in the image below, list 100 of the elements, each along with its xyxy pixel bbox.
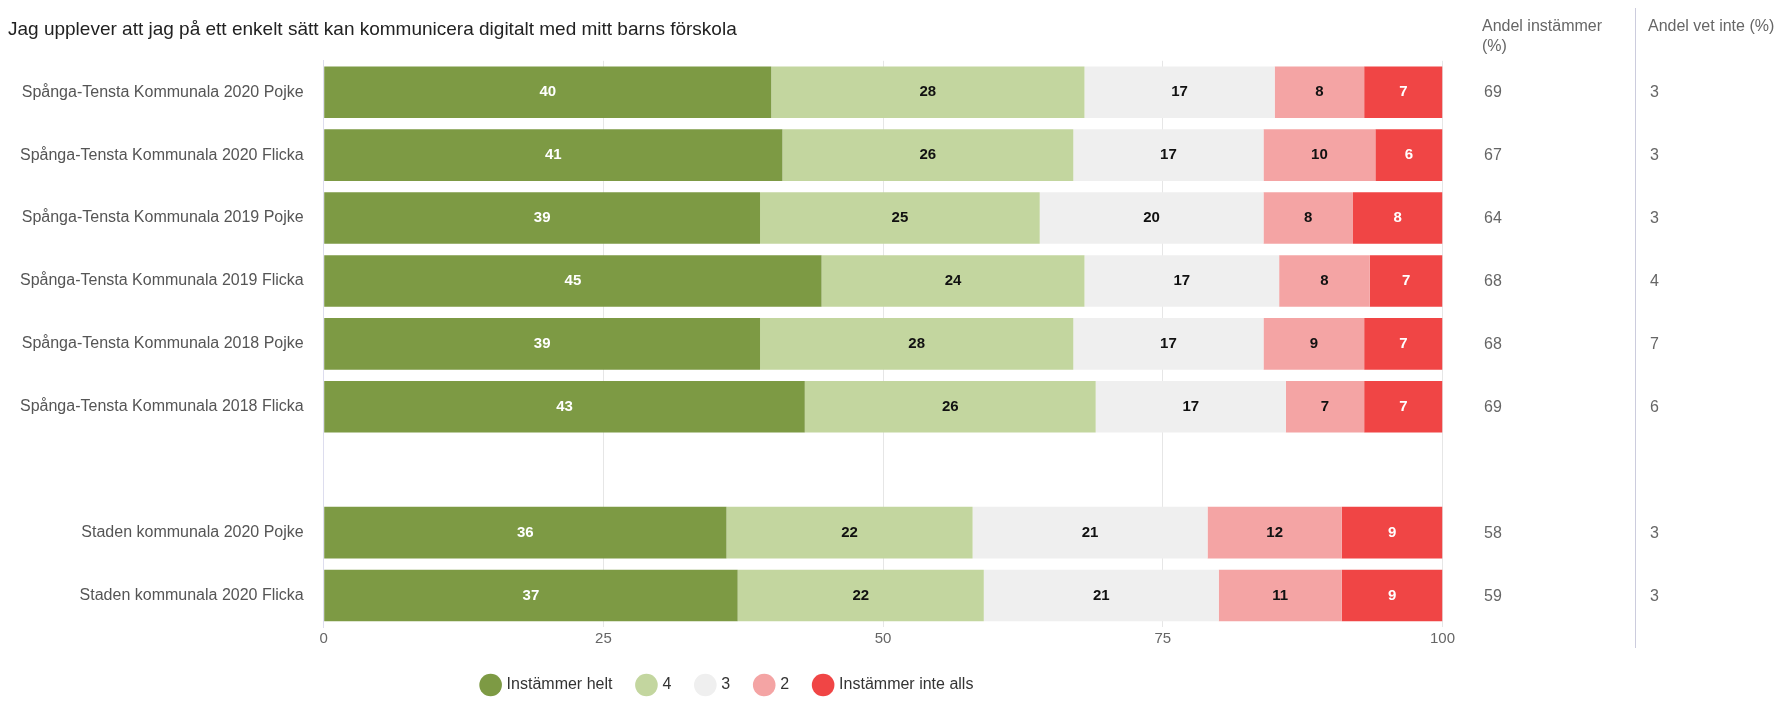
bar	[804, 381, 1096, 433]
data-label: 43	[556, 396, 573, 414]
data-label: 68	[1484, 271, 1502, 291]
data-label: 11	[1272, 585, 1289, 603]
data-label: 8	[1304, 208, 1313, 226]
bar	[324, 255, 822, 307]
data-label: 21	[1092, 585, 1110, 603]
data-label: 26	[919, 145, 937, 163]
x-tick-label: 25	[595, 629, 612, 647]
data-label: 20	[1143, 208, 1160, 226]
bar	[1218, 569, 1342, 622]
bar	[324, 569, 738, 622]
data-label: 3	[1650, 522, 1659, 543]
data-label: 28	[919, 82, 937, 100]
data-label: 8	[1320, 271, 1329, 289]
x-tick-label: 100	[1429, 629, 1455, 647]
text: Andel vet inte (%)	[1648, 16, 1776, 36]
bar	[760, 192, 1040, 244]
bar	[737, 569, 984, 622]
bar	[1285, 381, 1365, 433]
bar	[1364, 318, 1443, 370]
data-label: 36	[517, 522, 534, 540]
data-label: 17	[1160, 145, 1177, 163]
bar	[1341, 569, 1443, 622]
y-tick-label: Spånga-Tensta Kommunala 2019 Flicka	[20, 271, 304, 289]
legend-label: 2	[780, 675, 790, 693]
y-tick-label: Spånga-Tensta Kommunala 2019 Pojke	[21, 208, 304, 226]
bar	[1274, 66, 1365, 119]
data-label: 9	[1387, 585, 1397, 603]
data-label: 22	[841, 522, 858, 540]
x-tick-label: 50	[874, 629, 892, 647]
bar	[726, 506, 973, 559]
data-label: 58	[1484, 522, 1502, 543]
bar	[1263, 129, 1376, 181]
legend-label: Instämmer helt	[506, 675, 613, 693]
data-label: 7	[1399, 82, 1408, 100]
data-label: 4	[1650, 271, 1659, 291]
bar	[821, 255, 1085, 307]
data-label: 10	[1311, 145, 1328, 163]
bar	[1369, 255, 1443, 307]
bar	[760, 318, 1074, 370]
bar	[1364, 381, 1443, 433]
data-label: 6	[1404, 145, 1414, 163]
y-tick-label: Spånga-Tensta Kommunala 2018 Flicka	[20, 397, 304, 415]
data-label: 9	[1309, 334, 1318, 352]
data-label: 9	[1387, 522, 1397, 540]
y-tick-label: Spånga-Tensta Kommunala 2020 Pojke	[21, 82, 304, 100]
data-label: 3	[1650, 145, 1659, 166]
legend-label: Instämmer inte alls	[839, 675, 974, 693]
bar	[1207, 506, 1342, 559]
data-label: 17	[1171, 82, 1188, 100]
data-label: 17	[1173, 271, 1191, 289]
legend-label: 3	[721, 675, 731, 693]
data-label: 7	[1320, 396, 1330, 414]
data-label: 59	[1484, 585, 1502, 606]
bar	[1352, 192, 1443, 244]
data-label: 67	[1484, 145, 1502, 166]
x-tick-label: 0	[319, 629, 328, 647]
data-label: 39	[533, 334, 551, 352]
bar	[1364, 66, 1443, 119]
bar	[1375, 129, 1443, 181]
bar	[782, 129, 1074, 181]
bar	[324, 129, 783, 181]
bar	[1263, 318, 1365, 370]
y-tick-label: Spånga-Tensta Kommunala 2018 Pojke	[21, 334, 304, 352]
y-tick-label: Staden kommunala 2020 Flicka	[79, 585, 304, 603]
bar	[324, 66, 772, 119]
y-tick-label: Staden kommunala 2020 Pojke	[81, 523, 304, 541]
bar	[324, 318, 761, 370]
data-label: 3	[1650, 585, 1659, 606]
data-label: 28	[908, 334, 926, 352]
bar	[324, 381, 805, 433]
data-label: 40	[539, 82, 557, 100]
chart-title: Jag upplever att jag på ett enkelt sätt kan kommunicera digitalt med mitt barns förskola	[8, 17, 738, 39]
bar	[1263, 192, 1353, 244]
data-label: 3	[1650, 82, 1659, 103]
legend-label: 4	[662, 675, 672, 693]
data-label: 45	[564, 271, 582, 289]
data-label: 12	[1266, 522, 1284, 540]
data-label: 7	[1650, 333, 1659, 354]
data-label: 7	[1399, 334, 1408, 352]
bar	[324, 192, 761, 244]
data-label: 41	[544, 145, 562, 163]
data-label: 22	[852, 585, 870, 603]
data-label: 68	[1484, 333, 1502, 354]
text: Andel instämmer (%)	[1482, 16, 1604, 56]
x-tick-label: 75	[1154, 629, 1172, 647]
data-label: 7	[1399, 396, 1408, 414]
data-label: 26	[941, 396, 959, 414]
data-label: 69	[1484, 396, 1502, 417]
data-label: 25	[891, 208, 909, 226]
bar	[1341, 506, 1443, 559]
data-label: 21	[1081, 522, 1099, 540]
data-label: 37	[522, 585, 540, 603]
data-label: 39	[533, 208, 551, 226]
data-label: 8	[1393, 208, 1402, 226]
bar	[324, 506, 727, 559]
data-label: 24	[944, 271, 963, 289]
data-label: 17	[1160, 334, 1177, 352]
data-label: 64	[1484, 208, 1502, 229]
